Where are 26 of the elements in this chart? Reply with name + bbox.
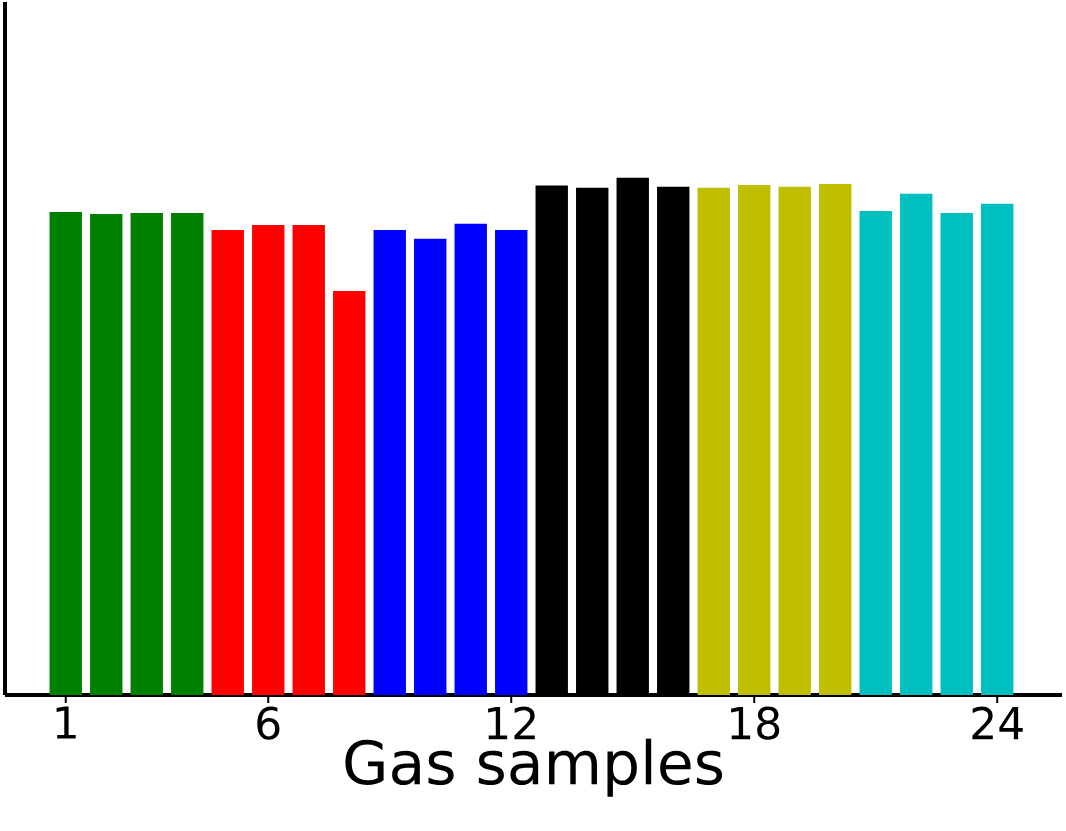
bar	[859, 210, 892, 695]
bar	[697, 187, 730, 695]
bar	[252, 224, 285, 695]
x-tick-label: 18	[731, 706, 780, 740]
bar	[292, 224, 325, 695]
x-tick-label: 12	[488, 706, 535, 740]
bar	[130, 213, 163, 695]
bar	[819, 184, 852, 695]
bar	[90, 214, 123, 695]
x-tick-label: 24	[972, 706, 1023, 740]
x-axis-title: Gas samples	[345, 738, 723, 797]
bar	[778, 186, 811, 695]
bar	[454, 223, 487, 695]
bar	[171, 213, 204, 695]
bar	[211, 230, 244, 695]
bar	[900, 193, 933, 695]
bar	[49, 211, 82, 695]
bar	[495, 230, 528, 695]
bar	[981, 203, 1014, 695]
x-tick-label: 6	[257, 706, 280, 740]
bar	[333, 291, 366, 695]
bar	[738, 185, 771, 695]
bar	[940, 213, 973, 695]
bar	[414, 238, 447, 695]
bar	[373, 230, 406, 695]
x-tick-label: 1	[56, 706, 76, 739]
